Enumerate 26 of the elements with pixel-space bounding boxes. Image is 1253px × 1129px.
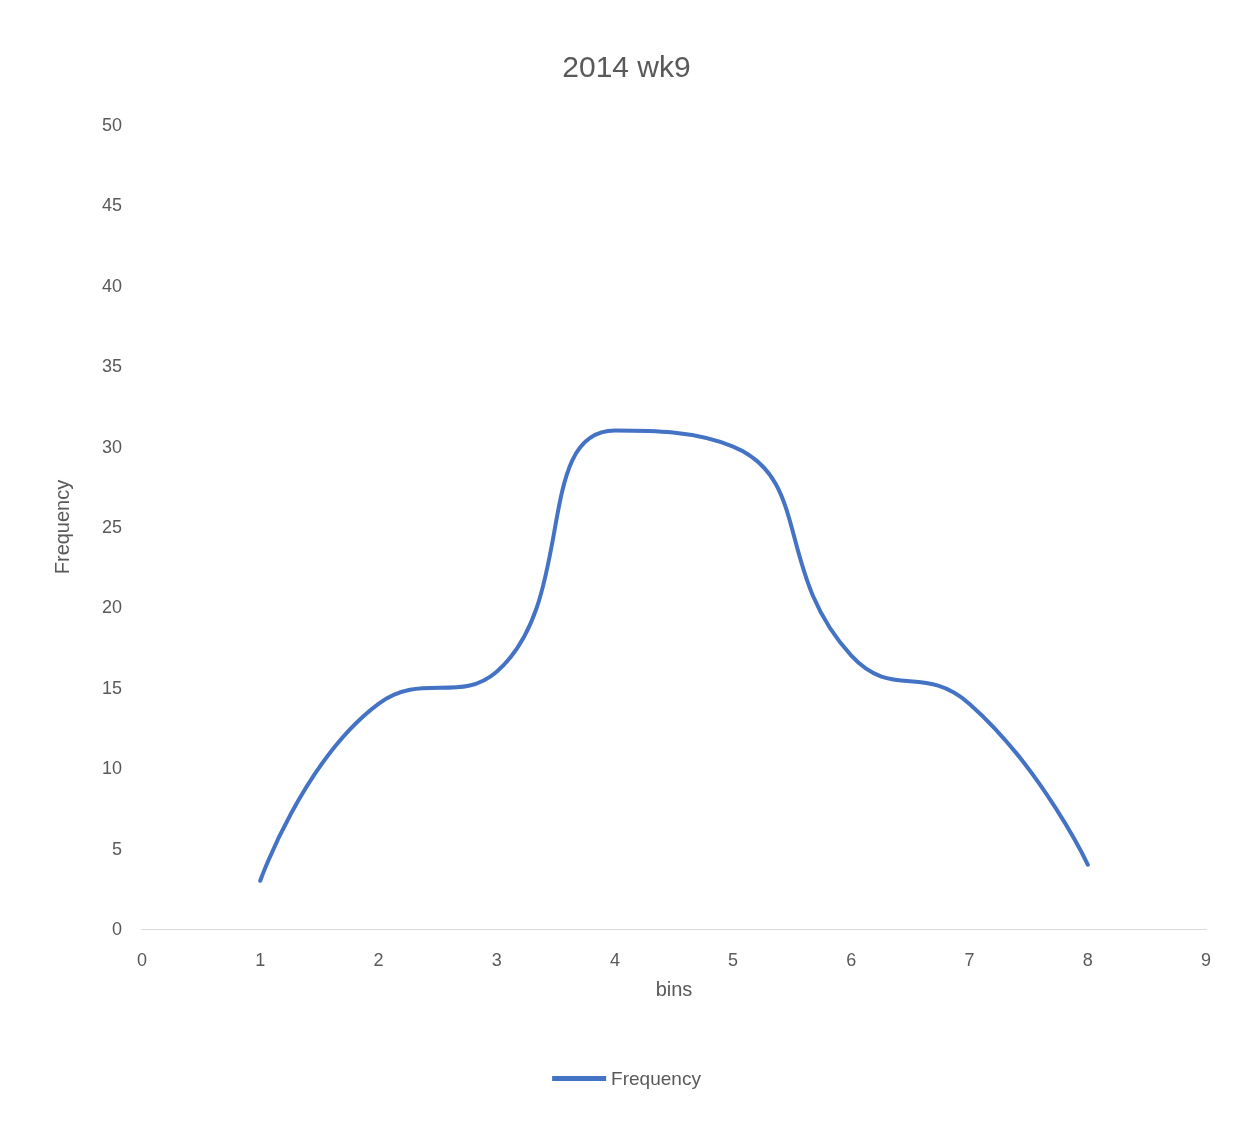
legend-label: Frequency xyxy=(611,1068,702,1089)
y-tick-label: 25 xyxy=(101,517,122,537)
x-tick-label: 8 xyxy=(1082,950,1093,970)
line-series xyxy=(258,428,1090,883)
x-axis-title: bins xyxy=(655,978,693,1000)
x-tick-label: 0 xyxy=(136,950,148,970)
x-tick-label: 2 xyxy=(373,950,384,970)
x-tick-label: 5 xyxy=(728,950,739,970)
x-tick-label: 7 xyxy=(964,950,975,970)
x-tick-label: 9 xyxy=(1200,950,1212,970)
x-tick-label: 4 xyxy=(609,950,620,970)
x-tick-label: 3 xyxy=(491,950,502,970)
chart-title: 2014 wk9 xyxy=(562,49,691,83)
y-tick-label: 35 xyxy=(101,356,122,377)
y-tick-label: 45 xyxy=(101,195,122,216)
y-tick-label: 20 xyxy=(101,597,122,618)
y-tick-label: 0 xyxy=(111,919,122,939)
y-tick-label: 5 xyxy=(111,838,122,859)
y-tick-label: 15 xyxy=(101,677,122,698)
y-tick-label: 50 xyxy=(101,115,122,135)
y-tick-label: 40 xyxy=(101,275,122,296)
x-tick-label: 1 xyxy=(255,950,266,970)
y-tick-label: 10 xyxy=(101,758,122,779)
y-tick-label: 30 xyxy=(101,436,122,457)
x-tick-label: 6 xyxy=(846,950,857,970)
y-axis-title: Frequency xyxy=(51,479,73,575)
